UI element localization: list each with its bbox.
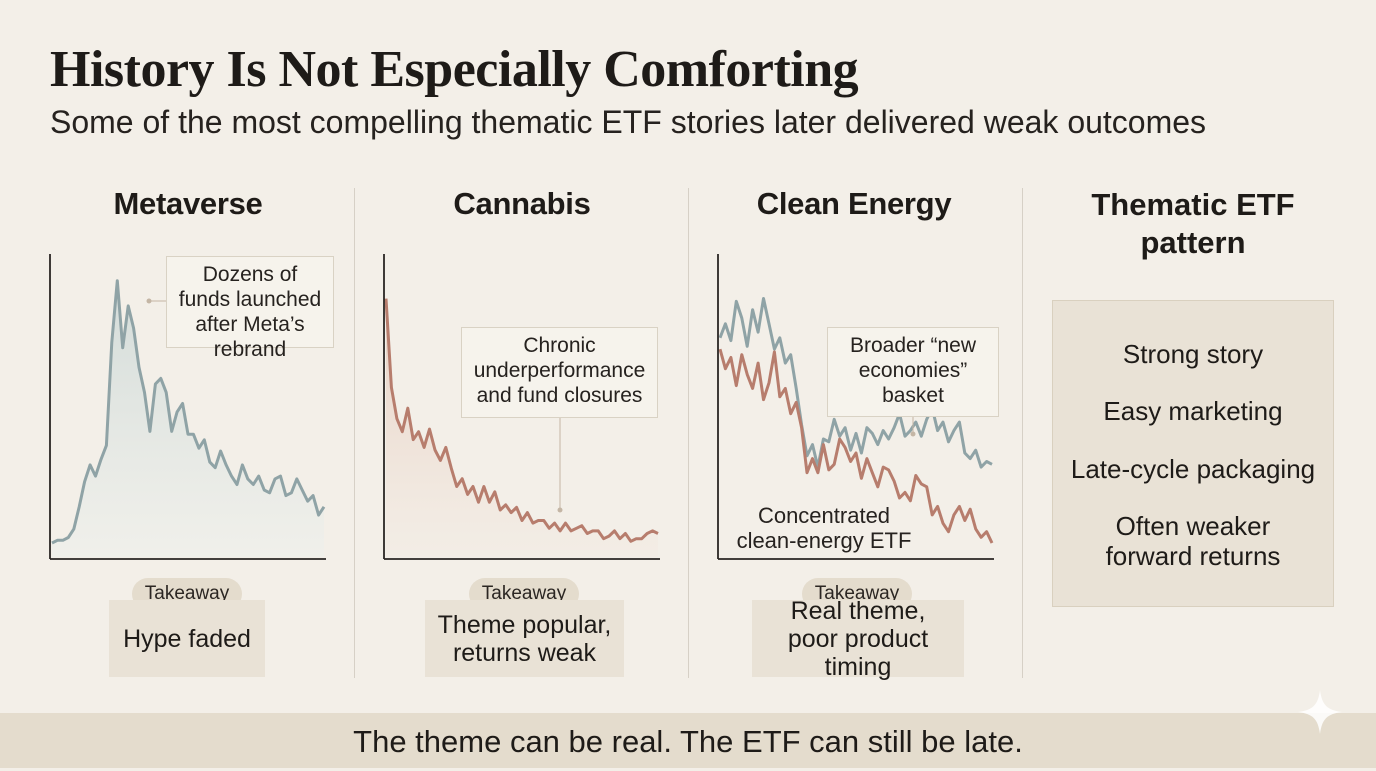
clean-energy-etf-annotation: Concentrated clean-energy ETF bbox=[736, 503, 912, 553]
pattern-item-weaker-returns: Often weaker forward returns bbox=[1105, 511, 1281, 571]
cannabis-area-fill bbox=[386, 298, 658, 557]
panel-divider bbox=[354, 188, 355, 678]
metaverse-line bbox=[51, 279, 326, 545]
cannabis-takeaway: Theme popular, returns weak bbox=[425, 600, 624, 677]
cannabis-axes bbox=[383, 254, 660, 560]
metaverse-area-fill bbox=[52, 280, 324, 557]
clean-energy-takeaway-text: Real theme, poor product timing bbox=[787, 596, 929, 681]
pattern-item-strong-story: Strong story bbox=[1122, 339, 1264, 369]
cannabis-callout-leader bbox=[557, 418, 563, 513]
cannabis-takeaway-text: Theme popular, returns weak bbox=[437, 610, 612, 667]
footer-banner: The theme can be real. The ETF can still… bbox=[0, 713, 1376, 768]
pattern-box: Strong story Easy marketing Late-cycle p… bbox=[1052, 300, 1334, 607]
clean-energy-callout-leader bbox=[910, 417, 916, 437]
sparkle-icon bbox=[1298, 690, 1342, 734]
clean-energy-title: Clean Energy bbox=[756, 186, 952, 221]
clean-energy-axes bbox=[717, 254, 994, 560]
clean-energy-etf-line bbox=[718, 348, 994, 544]
metaverse-title: Metaverse bbox=[113, 186, 263, 221]
panel-divider bbox=[688, 188, 689, 678]
clean-energy-takeaway: Real theme, poor product timing bbox=[752, 597, 964, 681]
pattern-item-late-cycle: Late-cycle packaging bbox=[1070, 454, 1316, 484]
page-title: History Is Not Especially Comforting bbox=[50, 41, 859, 98]
metaverse-takeaway: Hype faded bbox=[109, 600, 265, 677]
page-subtitle: Some of the most compelling thematic ETF… bbox=[50, 104, 1207, 140]
cannabis-annotation: Chronic underperformance and fund closur… bbox=[461, 327, 658, 418]
panel-divider bbox=[1022, 188, 1023, 678]
pattern-item-easy-marketing: Easy marketing bbox=[1103, 396, 1283, 426]
cannabis-title: Cannabis bbox=[453, 186, 591, 221]
clean-energy-basket-annotation: Broader “new economies” basket bbox=[827, 327, 999, 417]
cannabis-line bbox=[384, 298, 659, 543]
metaverse-takeaway-text: Hype faded bbox=[123, 624, 251, 653]
metaverse-axes bbox=[49, 254, 326, 560]
metaverse-annotation: Dozens of funds launched after Meta’s re… bbox=[166, 256, 334, 361]
pattern-title: Thematic ETF pattern bbox=[1091, 187, 1295, 260]
metaverse-callout-leader bbox=[146, 298, 166, 304]
clean-energy-basket-line bbox=[718, 297, 993, 469]
